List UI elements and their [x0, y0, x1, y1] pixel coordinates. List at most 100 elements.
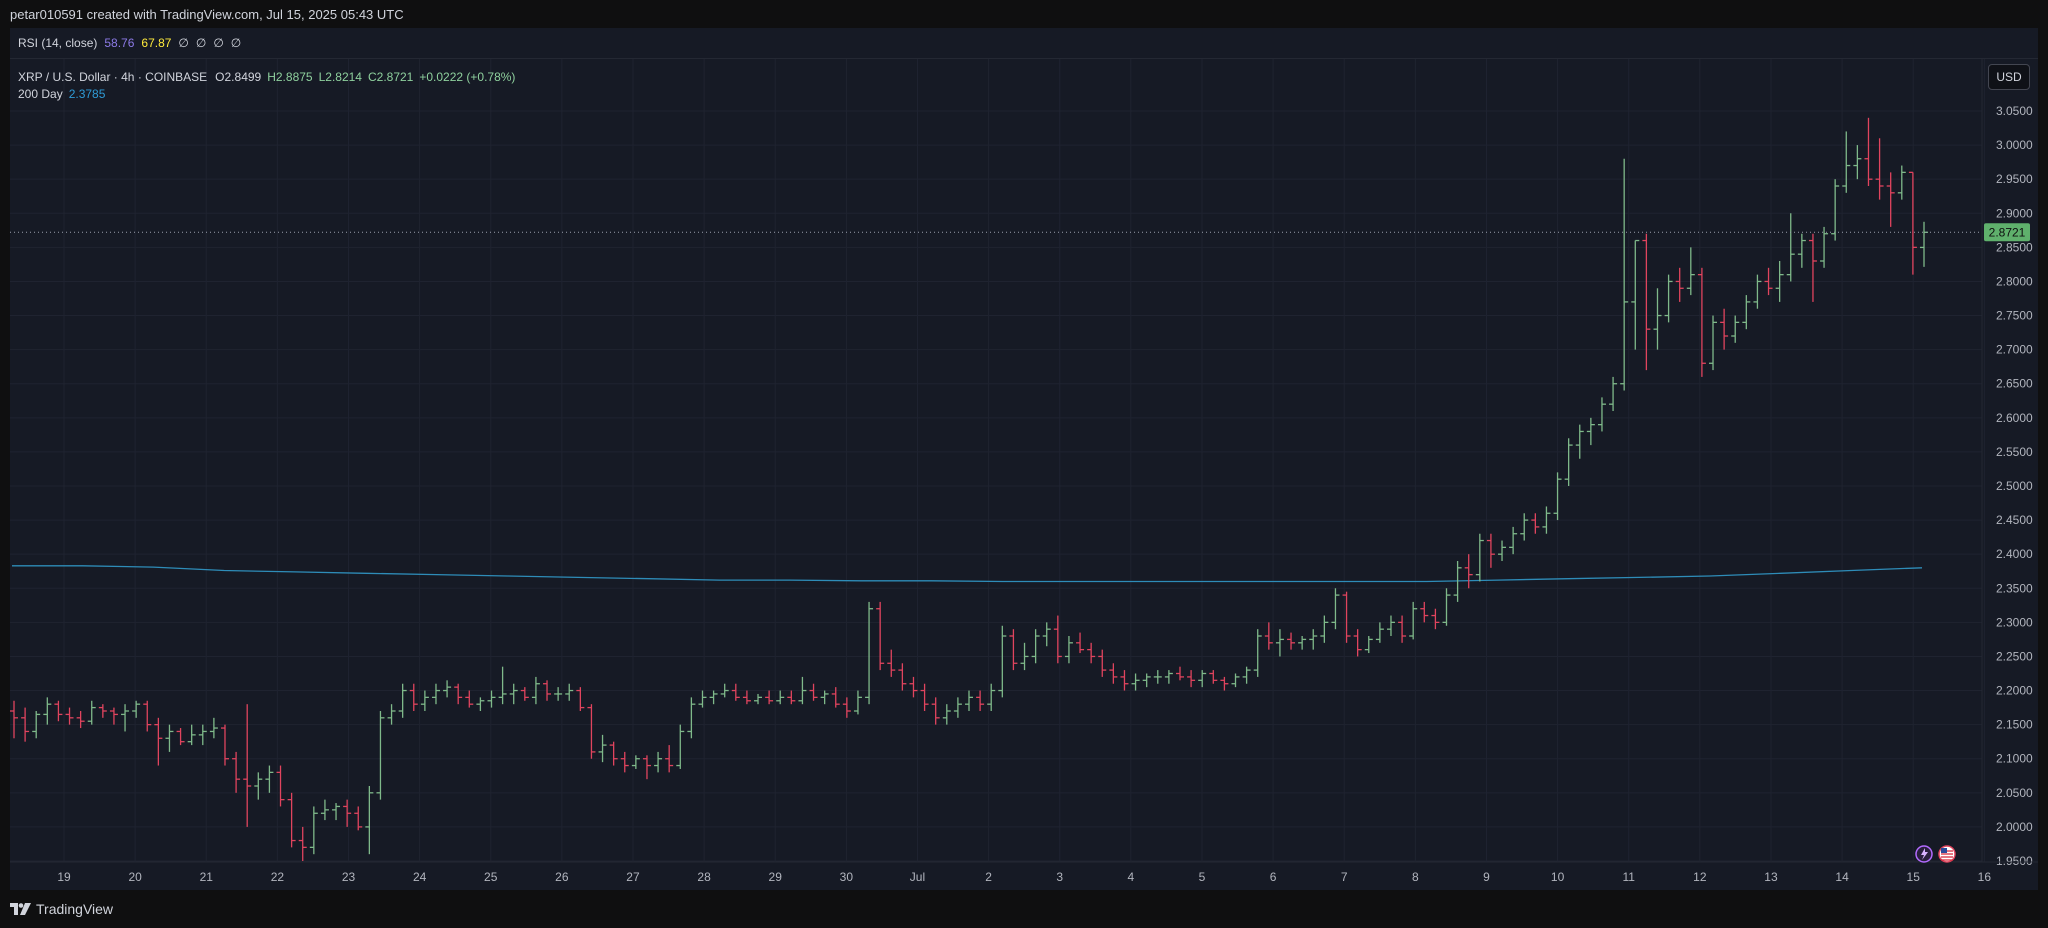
x-tick-label: 12: [1693, 870, 1707, 884]
rsi-ma-value: 67.87: [141, 36, 172, 50]
footer-bar: TradingView: [0, 890, 2048, 928]
x-tick-label: 30: [840, 870, 854, 884]
chart-grid: [10, 59, 1985, 862]
ohlc-bar: [220, 724, 229, 766]
ohlc-bar: [1853, 145, 1862, 180]
x-tick-label: 27: [626, 870, 640, 884]
ohlc-bar: [565, 683, 574, 701]
ohlc-bar: [1564, 438, 1573, 486]
y-tick-label: 2.5500: [1996, 445, 2033, 459]
ohlc-bar: [332, 803, 341, 821]
ohlc-bar: [1242, 666, 1251, 684]
y-tick-label: 2.2500: [1996, 649, 2033, 663]
ohlc-bar: [765, 690, 774, 705]
tradingview-logo-icon: [10, 903, 31, 915]
ohlc-bar: [1142, 673, 1151, 688]
ohlc-bar: [798, 676, 807, 705]
ohlc-bar: [1453, 561, 1462, 602]
y-tick-label: 2.7500: [1996, 309, 2033, 323]
ohlc-bar: [1875, 138, 1884, 200]
y-tick-label: 2.3500: [1996, 581, 2033, 595]
ohlc-bar: [1786, 213, 1795, 282]
ohlc-bar: [576, 687, 585, 711]
ohlc-bar: [998, 625, 1007, 698]
ohlc-bar: [1042, 622, 1051, 647]
ohlc-bar: [609, 741, 618, 766]
ohlc-bar: [742, 690, 751, 705]
ohlc-bar: [343, 799, 352, 827]
ma-label: 200 Day: [18, 87, 63, 101]
ohlc-bar: [387, 704, 396, 725]
ohlc-bar: [287, 792, 296, 848]
ohlc-bar: [1709, 315, 1718, 371]
x-tick-label: 4: [1128, 870, 1135, 884]
ohlc-bar: [454, 683, 463, 705]
ohlc-bar: [1631, 239, 1640, 350]
symbol-legend[interactable]: XRP / U.S. Dollar · 4h · COINBASE O2.849…: [18, 69, 521, 103]
ohlc-bar: [754, 693, 763, 705]
ohlc-bar: [409, 683, 418, 711]
ohlc-bar: [698, 690, 707, 708]
tradingview-brand[interactable]: TradingView: [10, 901, 113, 917]
y-tick-label: 2.8000: [1996, 274, 2033, 288]
ohlc-bar: [1586, 417, 1595, 446]
ohlc-bar: [787, 690, 796, 705]
rsi-empty-value: ∅: [213, 36, 224, 50]
ohlc-bar: [1398, 615, 1407, 643]
ohlc-bar: [1109, 663, 1118, 684]
ohlc-bar: [376, 711, 385, 800]
y-tick-label: 2.5000: [1996, 479, 2033, 493]
y-tick-label: 2.7000: [1996, 343, 2033, 357]
ohlc-bar: [520, 687, 529, 701]
lightning-icon[interactable]: [1915, 845, 1933, 863]
ohlc-bar: [487, 690, 496, 708]
ohlc-bar: [1320, 615, 1329, 643]
ohlc-bar: [587, 704, 596, 759]
ohlc-bar: [898, 663, 907, 691]
last-price-label: 2.8721: [1989, 225, 2026, 239]
ohlc-bar: [1287, 632, 1296, 650]
ohlc-bar: [154, 717, 163, 766]
x-tick-label: 21: [200, 870, 214, 884]
ohlc-bar: [953, 697, 962, 718]
ohlc-bar: [987, 683, 996, 711]
ohlc-bar: [1509, 526, 1518, 555]
ohlc-bar: [1087, 642, 1096, 664]
ohlc-bar: [243, 704, 252, 827]
x-tick-label: 24: [413, 870, 427, 884]
ohlc-bar: [265, 765, 274, 793]
ohlc-bar: [709, 690, 718, 705]
ohlc-bar: [1753, 274, 1762, 309]
ohlc-bar: [298, 826, 307, 861]
ohlc-bar: [1808, 233, 1817, 302]
ohlc-bar: [1175, 666, 1184, 681]
currency-button[interactable]: USD: [1988, 64, 2030, 90]
ohlc-bar: [476, 697, 485, 711]
ohlc-bar: [1731, 315, 1740, 343]
y-tick-label: 2.8500: [1996, 240, 2033, 254]
ohlc-bar: [1720, 308, 1729, 350]
symbol-title: XRP / U.S. Dollar · 4h · COINBASE: [18, 70, 208, 84]
ohlc-bar: [209, 717, 218, 739]
y-tick-label: 2.4500: [1996, 513, 2033, 527]
ohlc-bar: [1353, 629, 1362, 657]
ohlc-bar: [1031, 629, 1040, 664]
us-flag-icon[interactable]: [1938, 845, 1956, 863]
rsi-indicator-legend[interactable]: RSI (14, close) 58.76 67.87 ∅ ∅ ∅ ∅: [10, 28, 2038, 59]
ohlc-bar: [1231, 673, 1240, 688]
x-tick-label: 15: [1907, 870, 1921, 884]
ohlc-bar: [931, 697, 940, 725]
ohlc-bar: [309, 806, 318, 855]
ohlc-bar: [132, 700, 141, 718]
x-tick-label: 9: [1483, 870, 1490, 884]
ohlc-bar: [1409, 601, 1418, 640]
ohlc-bar: [1842, 131, 1851, 193]
ohlc-bar: [1620, 158, 1629, 391]
x-tick-label: 26: [555, 870, 569, 884]
y-tick-label: 2.4000: [1996, 547, 2033, 561]
rsi-empty-value: ∅: [195, 36, 207, 50]
ohlc-bar: [1664, 274, 1673, 323]
ohlc-bar: [87, 700, 96, 725]
ohlc-bar: [1764, 267, 1773, 296]
